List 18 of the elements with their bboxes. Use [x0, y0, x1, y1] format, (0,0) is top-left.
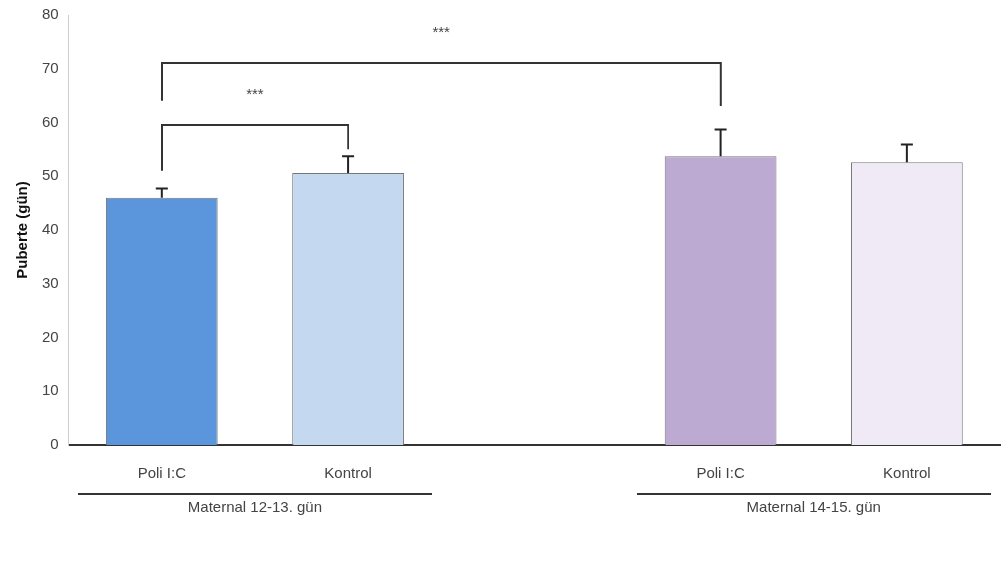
y-tick-label: 30 [42, 273, 59, 291]
y-tick-label: 10 [42, 381, 59, 399]
annotation: *** [432, 23, 450, 41]
text: Maternal 12-13. gün [187, 498, 323, 515]
x-tick-label: Kontrol [883, 464, 931, 482]
y-tick-label: 0 [50, 435, 59, 453]
y-tick-label: 40 [42, 220, 59, 238]
y-axis-title: Puberte (gün) [13, 181, 31, 279]
text: Maternal 14-15. gün [746, 498, 881, 515]
y-tick-label: 80 [42, 5, 59, 23]
y-tick-label: 20 [42, 327, 59, 345]
y-tick-label: 50 [42, 166, 59, 184]
x-tick-label: Poli I:C [696, 464, 745, 482]
y-tick-label: 70 [42, 58, 59, 76]
x-tick-label: Poli I:C [137, 464, 187, 482]
x-tick-label: Kontrol [324, 464, 372, 482]
y-tick-label: 60 [42, 112, 59, 130]
annotation: *** [246, 85, 264, 103]
